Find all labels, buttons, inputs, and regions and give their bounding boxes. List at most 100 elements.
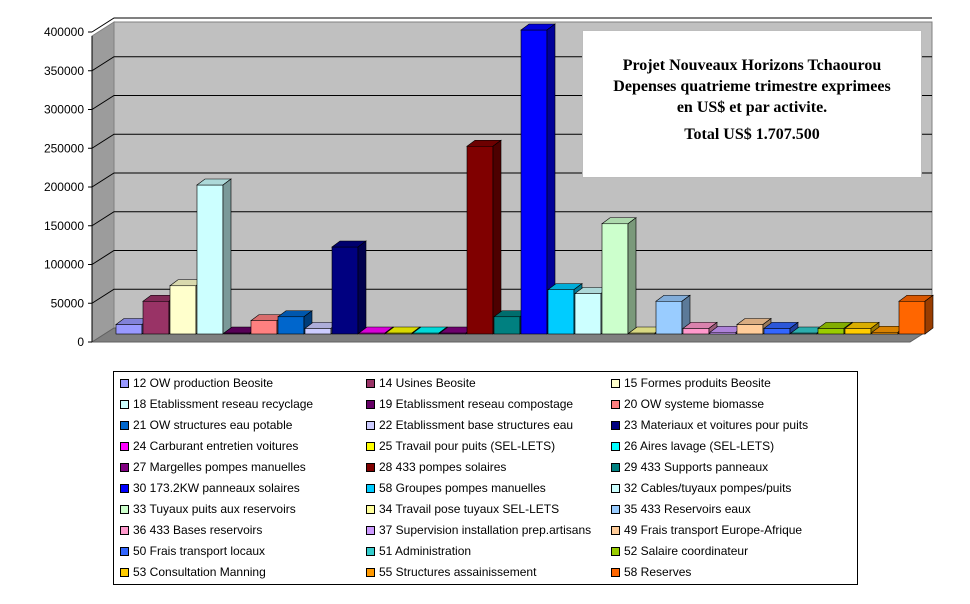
y-tick-label: 100000: [44, 258, 84, 272]
legend-label: 30 173.2KW panneaux solaires: [133, 481, 300, 495]
chart-title-box: Projet Nouveaux Horizons Tchaourou Depen…: [582, 30, 922, 178]
legend-label: 21 OW structures eau potable: [133, 418, 293, 432]
bar-front: [547, 289, 575, 335]
bar: [466, 139, 502, 335]
bar-front: [817, 328, 845, 335]
legend-label: 53 Consultation Manning: [133, 565, 266, 579]
bar-front: [250, 320, 278, 335]
bar: [277, 310, 313, 335]
bar: [682, 321, 718, 335]
bar-front: [898, 300, 926, 335]
legend-label: 34 Travail pose tuyaux SEL-LETS: [379, 502, 560, 516]
legend-swatch: [366, 526, 375, 535]
bar-front: [601, 223, 629, 335]
legend-swatch: [611, 442, 620, 451]
legend-swatch: [611, 568, 620, 577]
chart-legend: 12 OW production Beosite 14 Usines Beosit…: [113, 371, 858, 585]
legend-swatch: [366, 442, 375, 451]
bar: [898, 294, 934, 335]
legend-label: 32 Cables/tuyaux pompes/puits: [624, 481, 792, 495]
legend-swatch: [120, 484, 129, 493]
legend-swatch: [611, 505, 620, 514]
bar-front: [655, 300, 683, 335]
legend-swatch: [120, 526, 129, 535]
bar-front: [196, 184, 224, 335]
legend-label: 58 Groupes pompes manuelles: [379, 481, 546, 495]
legend-label: 26 Aires lavage (SEL-LETS): [624, 439, 775, 453]
bar-side: [492, 139, 502, 335]
legend-swatch: [120, 463, 129, 472]
title-line-3: en US$ et par activite.: [676, 99, 828, 116]
legend-swatch: [611, 379, 620, 388]
legend-swatch: [611, 463, 620, 472]
title-total: Total US$ 1.707.500: [684, 126, 820, 143]
y-tick-label: 250000: [44, 141, 84, 155]
legend-label: 22 Etablissment base structures eau: [379, 418, 574, 432]
bar-front: [331, 246, 359, 335]
legend-swatch: [366, 379, 375, 388]
bar: [331, 240, 367, 335]
bar: [655, 294, 691, 335]
legend-label: 28 433 pompes solaires: [379, 460, 507, 474]
bar-front: [304, 328, 332, 335]
bar-front: [736, 324, 764, 335]
bar: [493, 310, 529, 335]
bar-front: [574, 293, 602, 335]
legend-label: 12 OW production Beosite: [133, 376, 274, 390]
legend-swatch: [366, 421, 375, 430]
legend-label: 19 Etablissment reseau compostage: [379, 397, 574, 411]
title-line-1: Projet Nouveaux Horizons Tchaourou: [622, 57, 882, 74]
legend-swatch: [366, 547, 375, 556]
bar-side: [627, 217, 637, 335]
bar-front: [682, 328, 710, 335]
legend-swatch: [611, 400, 620, 409]
legend-label: 18 Etablissment reseau recyclage: [133, 397, 314, 411]
legend-label: 52 Salaire coordinateur: [624, 544, 749, 558]
legend-label: 36 433 Bases reservoirs: [133, 523, 263, 537]
legend-swatch: [120, 400, 129, 409]
legend-label: 33 Tuyaux puits aux reservoirs: [133, 502, 296, 516]
gridline: [91, 211, 932, 227]
y-tick-label: 350000: [44, 64, 84, 78]
legend-swatch: [366, 568, 375, 577]
legend-label: 51 Administration: [379, 544, 472, 558]
gridline: [91, 288, 932, 304]
bar: [844, 321, 880, 335]
legend-label: 29 433 Supports panneaux: [624, 460, 769, 474]
legend-swatch: [366, 505, 375, 514]
legend-label: 14 Usines Beosite: [379, 376, 476, 390]
bar-side: [357, 240, 367, 335]
bar: [601, 217, 637, 335]
legend-label: 55 Structures assainissement: [379, 565, 537, 579]
legend-swatch: [611, 526, 620, 535]
y-tick-label: 150000: [44, 219, 84, 233]
legend-swatch: [611, 421, 620, 430]
bar-front: [763, 328, 791, 335]
y-tick-label: 300000: [44, 103, 84, 117]
bar-front: [115, 324, 143, 335]
bar-front: [520, 29, 548, 335]
legend-swatch: [366, 400, 375, 409]
legend-label: 15 Formes produits Beosite: [624, 376, 771, 390]
bar: [520, 23, 556, 335]
legend-label: 37 Supervision installation prep.artisan…: [379, 523, 592, 537]
side-wall: [91, 21, 115, 343]
legend-swatch: [120, 568, 129, 577]
y-tick-label: 400000: [44, 25, 84, 39]
legend-swatch: [120, 442, 129, 451]
legend-swatch: [611, 547, 620, 556]
legend-swatch: [120, 379, 129, 388]
gridline: [91, 250, 932, 265]
bar-front: [169, 285, 197, 335]
bar-side: [924, 294, 934, 335]
legend-swatch: [366, 484, 375, 493]
y-axis: 0 50000 100000 150000 200000 250000 300000 3500…: [44, 17, 932, 349]
legend-swatch: [120, 547, 129, 556]
legend-swatch: [366, 463, 375, 472]
title-line-2: Depenses quatrieme trimestre exprimees: [613, 78, 891, 95]
bar: [628, 326, 664, 335]
legend-swatch: [611, 484, 620, 493]
bar-front: [277, 316, 305, 335]
legend-label: 20 OW systeme biomasse: [624, 397, 765, 411]
bar: [763, 321, 799, 335]
